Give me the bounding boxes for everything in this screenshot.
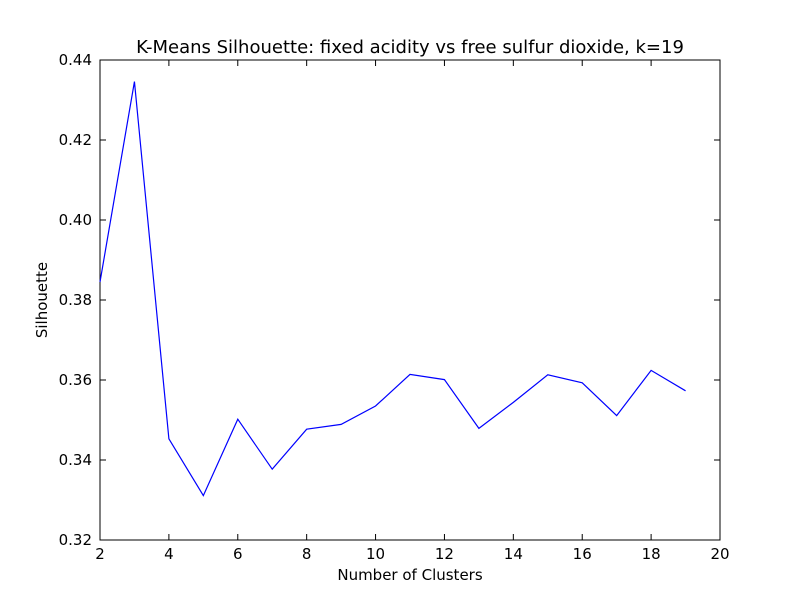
x-tick-label: 8 xyxy=(302,545,312,563)
silhouette-series-line xyxy=(99,81,686,497)
y-tick-label: 0.38 xyxy=(59,291,92,309)
y-axis-label: Silhouette xyxy=(33,262,51,338)
x-tick-label: 14 xyxy=(504,545,523,563)
y-tick-label: 0.40 xyxy=(59,211,92,229)
x-tick-label: 20 xyxy=(710,545,729,563)
y-tick-label: 0.44 xyxy=(59,51,92,69)
chart-title: K-Means Silhouette: fixed acidity vs fre… xyxy=(136,37,684,58)
x-axis-ticks: 2 4 6 8 10 12 14 16 18 20 xyxy=(95,60,730,563)
x-tick-label: 12 xyxy=(435,545,454,563)
y-tick-label: 0.42 xyxy=(59,131,92,149)
x-tick-label: 2 xyxy=(95,545,105,563)
x-tick-label: 6 xyxy=(233,545,243,563)
x-axis-label: Number of Clusters xyxy=(337,566,482,584)
x-tick-label: 16 xyxy=(573,545,592,563)
y-tick-label: 0.36 xyxy=(59,371,92,389)
y-axis-ticks: 0.32 0.34 0.36 0.38 0.40 0.42 0.44 xyxy=(59,51,720,549)
x-tick-label: 4 xyxy=(164,545,174,563)
y-tick-label: 0.34 xyxy=(59,451,92,469)
x-tick-label: 10 xyxy=(366,545,385,563)
plot-frame xyxy=(99,59,721,541)
y-tick-label: 0.32 xyxy=(59,531,92,549)
x-tick-label: 18 xyxy=(642,545,661,563)
